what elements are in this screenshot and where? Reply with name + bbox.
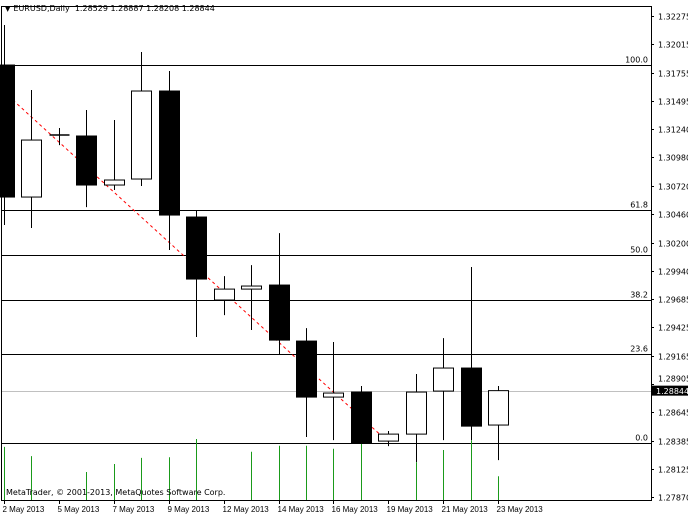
date-tick-label: 21 May 2013	[442, 505, 489, 514]
candle	[21, 90, 42, 229]
price-tick-label: 1.31755	[658, 70, 688, 79]
candle-body	[21, 139, 42, 198]
candle-body	[406, 391, 427, 435]
candle	[76, 110, 97, 208]
candle	[488, 385, 509, 461]
price-tick-label: 1.29685	[658, 296, 688, 305]
candle-body	[461, 367, 482, 427]
candle	[214, 276, 235, 316]
price-tick-label: 1.29940	[658, 268, 688, 277]
date-tick-label: 5 May 2013	[58, 505, 100, 514]
date-tick-label: 23 May 2013	[497, 505, 544, 514]
candle-body	[186, 216, 207, 280]
candle	[131, 52, 152, 187]
price-tick-label: 1.31495	[658, 98, 688, 107]
fib-level-label: 23.6	[630, 345, 648, 354]
candle	[0, 24, 15, 225]
fib-level-label: 61.8	[630, 201, 648, 210]
candle-body	[433, 367, 454, 392]
price-tick-label: 1.30460	[658, 211, 688, 220]
fib-level-label: 50.0	[630, 246, 648, 255]
date-tick-label: 9 May 2013	[168, 505, 210, 514]
candle	[104, 120, 125, 191]
plot-frame	[1, 6, 652, 501]
current-price-marker	[652, 385, 688, 396]
price-tick-label: 1.27870	[658, 494, 688, 503]
candle-body	[104, 179, 125, 186]
price-tick-label: 1.30200	[658, 240, 688, 249]
date-tick-label: 12 May 2013	[223, 505, 270, 514]
price-axis[interactable]: 1.32275 1.32015 1.31755 1.31495 1.31240 1.309…	[651, 13, 688, 503]
fib-level-label: 0.0	[635, 434, 648, 443]
fib-level-label: 38.2	[630, 291, 648, 300]
price-tick-label: 1.32015	[658, 41, 688, 50]
price-tick-label: 1.32275	[658, 13, 688, 22]
price-tick-label: 1.30980	[658, 154, 688, 163]
candle	[241, 265, 262, 331]
candle	[351, 386, 372, 445]
date-tick-label: 19 May 2013	[387, 505, 434, 514]
date-tick-label: 7 May 2013	[113, 505, 155, 514]
price-tick-label: 1.30720	[658, 183, 688, 192]
date-tick-label: 16 May 2013	[332, 505, 379, 514]
candle	[461, 267, 482, 441]
chart-header: ▼ EURUSD,Daily 1.28529 1.28887 1.28208 1.…	[5, 4, 215, 13]
current-price-label: 1.28844	[656, 387, 688, 396]
candle	[186, 210, 207, 338]
candle-body	[159, 90, 180, 216]
candle-body	[269, 284, 290, 341]
candle-body	[0, 64, 15, 198]
price-tick-label: 1.29165	[658, 353, 688, 362]
candle-body	[131, 90, 152, 180]
date-tick-label: 2 May 2013	[3, 505, 45, 514]
candle-body	[296, 340, 317, 398]
candle-body	[214, 288, 235, 301]
price-tick-label: 1.31240	[658, 126, 688, 135]
date-tick-label: 14 May 2013	[278, 505, 325, 514]
copyright-text: MetaTrader, © 2001-2013, MetaQuotes Soft…	[6, 488, 226, 497]
time-axis[interactable]: 2 May 2013 5 May 2013 7 May 2013 9 May 2013…	[3, 500, 544, 514]
candle	[323, 342, 344, 441]
candle	[378, 431, 399, 447]
price-tick-label: 1.29425	[658, 324, 688, 333]
candle-body	[378, 433, 399, 442]
price-tick-label: 1.28125	[658, 466, 688, 475]
candle	[49, 128, 70, 146]
price-tick-label: 1.28645	[658, 409, 688, 418]
ohlc-values: 1.28529 1.28887 1.28208 1.28844	[74, 4, 215, 13]
volume-bars	[4, 439, 499, 500]
candle-body	[241, 285, 262, 290]
triangle-down-icon[interactable]: ▼	[5, 5, 11, 13]
candle-body	[488, 390, 509, 426]
candle	[269, 233, 290, 356]
candle-body	[76, 135, 97, 186]
price-tick-label: 1.28385	[658, 438, 688, 447]
fibonacci-levels[interactable]: 100.0 61.8 50.0 38.2 23.6 0.0	[2, 56, 651, 444]
symbol-label: EURUSD,Daily	[13, 4, 70, 13]
candle	[433, 338, 454, 441]
fib-level-label: 100.0	[625, 56, 648, 65]
price-tick-label: 1.28905	[658, 375, 688, 384]
candle-body	[323, 392, 344, 398]
candle	[296, 328, 317, 438]
candle	[406, 374, 427, 463]
candle	[159, 71, 180, 251]
candles	[0, 24, 509, 463]
candle-body	[351, 391, 372, 444]
